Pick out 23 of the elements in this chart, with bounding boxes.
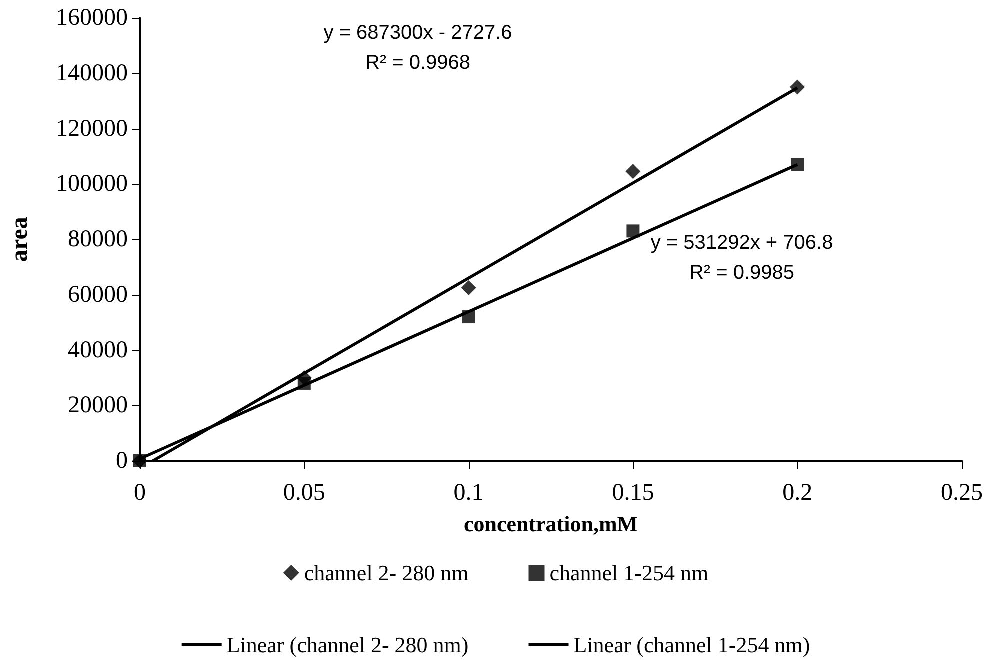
y-tick-label: 160000 — [56, 5, 128, 31]
y-tick-label: 100000 — [56, 171, 128, 198]
y-tick-label: 120000 — [56, 116, 128, 142]
x-tick-label: 0.05 — [283, 480, 326, 506]
y-axis-title: area — [7, 217, 33, 262]
legend-label: Linear (channel 1-254 nm) — [574, 632, 810, 658]
annotation: y = 531292x + 706.8 R² = 0.9985 — [650, 232, 834, 284]
y-tick-label: 140000 — [56, 60, 128, 86]
annotation: y = 687300x - 2727.6 R² = 0.9968 — [324, 22, 512, 74]
y-tick-label: 0 — [116, 448, 128, 474]
x-tick-label: 0.2 — [782, 480, 813, 506]
legend-label: Linear (channel 2- 280 nm) — [226, 632, 469, 658]
legend-label: channel 1-254 nm — [550, 560, 709, 586]
y-tick-label: 80000 — [68, 226, 128, 252]
legend-label: channel 2- 280 nm — [304, 560, 469, 586]
x-tick-label: 0.15 — [612, 480, 654, 506]
x-tick-label: 0 — [134, 480, 146, 506]
x-tick-label: 0.1 — [454, 480, 484, 506]
y-tick-label: 40000 — [68, 337, 128, 364]
y-tick-label: 20000 — [68, 392, 128, 419]
x-tick-label: 0.25 — [941, 480, 983, 506]
y-tick-label: 60000 — [68, 282, 128, 308]
x-axis-title: concentration,mM — [464, 512, 638, 536]
